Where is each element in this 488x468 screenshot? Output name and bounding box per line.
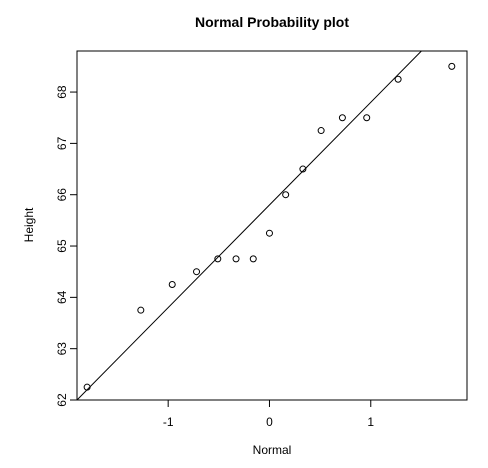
- data-point: [168, 281, 176, 289]
- reference-line: [76, 50, 422, 401]
- y-tick-label: 66: [55, 188, 69, 202]
- plot-frame: [76, 50, 468, 401]
- data-point: [214, 255, 222, 263]
- y-tick-label: 64: [55, 290, 69, 304]
- data-point: [193, 268, 201, 276]
- y-tick-label: 62: [55, 393, 69, 407]
- data-point: [299, 165, 307, 173]
- data-point: [338, 114, 346, 122]
- data-point: [249, 255, 257, 263]
- x-tick-label: 0: [266, 415, 273, 429]
- data-point: [448, 62, 456, 70]
- x-axis-label: Normal: [253, 443, 292, 457]
- data-points: [83, 62, 456, 391]
- y-tick-label: 63: [55, 342, 69, 356]
- y-tick-label: 68: [55, 85, 69, 99]
- data-point: [317, 127, 325, 135]
- chart-title: Normal Probability plot: [195, 14, 349, 30]
- data-point: [232, 255, 240, 263]
- data-point: [137, 306, 145, 314]
- y-axis-label: Height: [22, 207, 36, 242]
- data-point: [394, 75, 402, 83]
- reference-line-layer: [76, 50, 422, 401]
- data-point: [282, 191, 290, 199]
- x-tick-label: -1: [163, 415, 174, 429]
- y-axis: 62 63 64 65 66 67 68: [55, 85, 77, 407]
- x-axis: -1 0 1: [163, 400, 374, 429]
- x-tick-label: 1: [367, 415, 374, 429]
- y-tick-label: 67: [55, 136, 69, 150]
- y-tick-label: 65: [55, 239, 69, 253]
- data-point: [83, 383, 91, 391]
- data-point: [265, 229, 273, 237]
- data-point: [363, 114, 371, 122]
